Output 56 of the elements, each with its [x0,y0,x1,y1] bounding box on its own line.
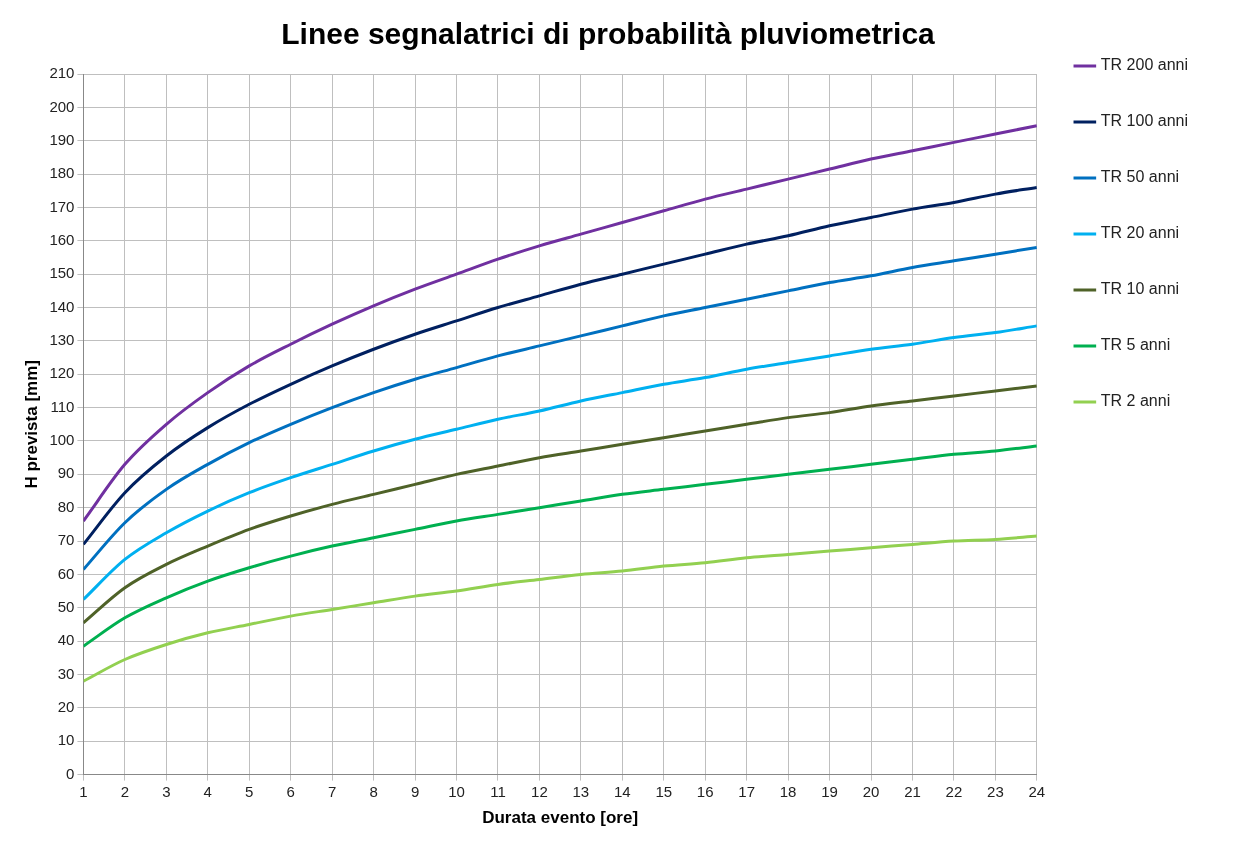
y-tick-label: 170 [49,197,75,215]
y-tick-label: 110 [50,397,75,415]
y-axis-title: H prevista [mm] [21,360,41,489]
legend-label: TR 100 anni [1100,112,1189,130]
x-tick-label: 23 [987,782,1004,800]
x-tick-label: 10 [448,782,465,800]
x-tick-label: 5 [245,782,254,800]
y-tick-label: 120 [49,364,75,382]
y-tick-label: 50 [57,597,75,615]
x-tick-label: 3 [162,782,171,800]
legend-label: TR 50 anni [1100,168,1180,186]
y-tick-label: 180 [49,164,75,182]
y-tick-label: 10 [57,731,75,749]
y-tick-label: 40 [57,631,75,649]
x-tick-label: 18 [779,782,797,800]
x-tick-label: 20 [862,782,880,800]
legend-label: TR 5 anni [1100,336,1171,354]
x-tick-label: 16 [696,782,714,800]
y-tick-label: 0 [66,764,75,782]
x-tick-label: 11 [490,782,506,800]
x-tick-label: 13 [572,782,590,800]
x-tick-label: 17 [738,782,756,800]
y-tick-label: 20 [57,698,75,716]
x-axis-title: Durata evento [ore] [482,808,639,828]
x-tick-label: 12 [531,782,548,800]
y-tick-label: 200 [49,97,75,115]
x-tick-label: 24 [1028,782,1046,800]
y-tick-label: 90 [57,464,75,482]
x-tick-label: 14 [613,782,631,800]
x-tick-label: 2 [120,782,130,800]
x-tick-label: 1 [79,782,88,800]
y-tick-label: 100 [49,431,75,449]
y-tick-label: 130 [49,331,75,349]
x-tick-label: 19 [821,782,838,800]
y-tick-label: 190 [49,130,75,148]
y-tick-label: 70 [57,531,75,549]
x-tick-label: 21 [904,782,921,800]
y-tick-label: 140 [49,297,75,315]
x-tick-label: 15 [655,782,673,800]
y-tick-label: 160 [49,230,75,248]
x-tick-label: 7 [327,782,337,800]
x-tick-label: 4 [203,782,212,800]
y-tick-label: 60 [57,564,75,582]
y-tick-label: 150 [49,264,75,282]
legend-label: TR 2 anni [1100,392,1171,410]
y-tick-label: 210 [49,64,75,82]
x-tick-label: 22 [945,782,963,800]
x-tick-label: 9 [410,782,420,800]
legend-label: TR 20 anni [1100,224,1180,242]
chart-title: Linee segnalatrici di probabilità pluviometrica [281,17,936,51]
y-tick-label: 80 [57,497,75,515]
y-tick-label: 30 [57,664,75,682]
x-tick-label: 6 [286,782,295,800]
legend-label: TR 200 anni [1100,56,1189,74]
legend-label: TR 10 anni [1100,280,1180,298]
x-tick-label: 8 [369,782,378,800]
